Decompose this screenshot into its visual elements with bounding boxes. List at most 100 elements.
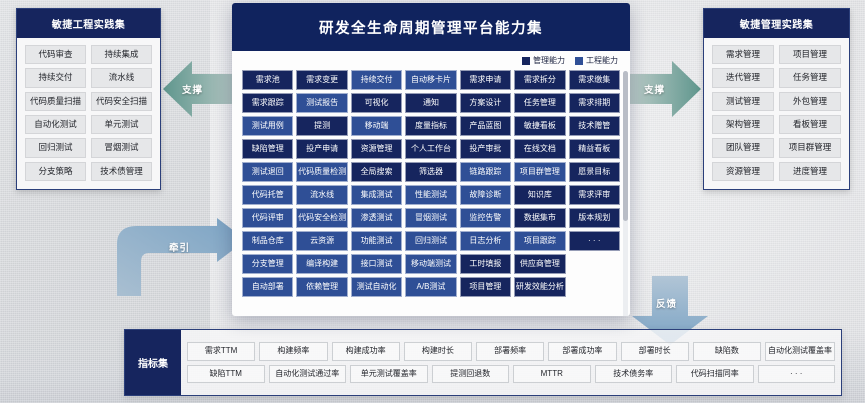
capability-cell[interactable]: 云资源 <box>296 231 348 251</box>
practice-item[interactable]: 架构管理 <box>712 115 774 135</box>
capability-cell[interactable]: 提测 <box>296 116 348 136</box>
capability-cell[interactable]: 需求拆分 <box>514 70 566 90</box>
capability-cell[interactable]: 依赖管理 <box>296 277 348 297</box>
grid-scrollbar-thumb[interactable] <box>623 71 628 221</box>
capability-cell[interactable]: 数据集市 <box>514 208 566 228</box>
practice-item[interactable]: 冒烟测试 <box>91 138 152 158</box>
metric-chip[interactable]: 需求TTM <box>187 341 256 361</box>
practice-item[interactable]: 看板管理 <box>779 115 841 135</box>
practice-item[interactable]: 任务管理 <box>779 68 841 88</box>
capability-cell[interactable]: · · · <box>568 231 620 251</box>
metric-chip[interactable]: 缺陷数 <box>692 341 761 361</box>
capability-cell[interactable]: 需求跟踪 <box>242 93 294 113</box>
capability-cell[interactable]: 愿景目标 <box>568 162 620 182</box>
capability-cell[interactable]: 需求池 <box>242 70 294 90</box>
metric-chip[interactable]: 自动化测试通过率 <box>268 364 346 384</box>
practice-item[interactable]: 测试管理 <box>712 91 774 112</box>
capability-cell[interactable]: 测试用例 <box>242 116 294 136</box>
metric-chip[interactable]: 部署成功率 <box>548 341 617 361</box>
practice-item[interactable]: 需求管理 <box>712 45 774 65</box>
capability-cell[interactable]: 功能测试 <box>350 231 403 251</box>
capability-cell[interactable]: 项目管理 <box>459 277 512 297</box>
metric-chip[interactable]: 构建频率 <box>259 341 328 361</box>
practice-item[interactable]: 项目群管理 <box>779 138 841 158</box>
capability-cell[interactable]: 制品仓库 <box>242 231 294 251</box>
metric-chip[interactable]: 构建时长 <box>403 341 472 361</box>
capability-cell[interactable]: 日志分析 <box>459 231 512 251</box>
practice-item[interactable]: 单元测试 <box>91 115 152 135</box>
capability-cell[interactable]: 代码托管 <box>242 185 294 205</box>
capability-cell[interactable]: 缺陷管理 <box>242 139 294 159</box>
capability-cell[interactable]: 监控告警 <box>459 208 512 228</box>
capability-cell[interactable]: 持续交付 <box>350 70 403 90</box>
capability-cell[interactable]: 性能测试 <box>405 185 457 205</box>
capability-cell[interactable]: 需求缴集 <box>568 70 620 90</box>
capability-cell[interactable]: 供应商管理 <box>514 254 566 274</box>
capability-cell[interactable]: 资源管理 <box>350 139 403 159</box>
capability-cell[interactable]: 分支管理 <box>242 254 294 274</box>
metric-chip[interactable]: MTTR <box>513 364 591 384</box>
capability-cell[interactable]: 需求评审 <box>568 185 620 205</box>
capability-cell[interactable]: 精益看板 <box>568 139 620 159</box>
metric-chip[interactable]: 提测回退数 <box>431 364 509 384</box>
capability-cell[interactable]: 需求申请 <box>459 70 512 90</box>
capability-cell[interactable]: 版本规划 <box>568 208 620 228</box>
practice-item[interactable]: 持续集成 <box>91 45 152 65</box>
capability-cell[interactable]: 接口测试 <box>350 254 403 274</box>
metric-chip[interactable]: 代码扫描同率 <box>676 364 754 384</box>
capability-cell[interactable]: 移动端测试 <box>405 254 457 274</box>
metric-chip[interactable]: 自动化测试覆盖率 <box>765 341 835 361</box>
capability-cell[interactable]: 测试退回 <box>242 162 294 182</box>
capability-cell[interactable]: 度量指标 <box>405 116 457 136</box>
capability-cell[interactable]: 冒烟测试 <box>405 208 457 228</box>
capability-cell[interactable]: 投产审批 <box>459 139 512 159</box>
capability-cell[interactable]: 流水线 <box>296 185 348 205</box>
capability-cell[interactable]: 产品蓝图 <box>459 116 512 136</box>
capability-cell[interactable]: 方案设计 <box>459 93 512 113</box>
capability-cell[interactable]: 个人工作台 <box>405 139 457 159</box>
practice-item[interactable]: 分支策略 <box>25 161 86 182</box>
capability-cell[interactable]: 移动端 <box>350 116 403 136</box>
metric-chip[interactable]: 单元测试覆盖率 <box>350 364 428 384</box>
agile-engineering-practices-panel[interactable]: 敏捷工程实践集 代码审查 持续集成 持续交付 流水线 代码质量扫描 代码安全扫描 自动化测试… <box>16 8 161 191</box>
capability-cell[interactable]: 回归测试 <box>405 231 457 251</box>
capability-cell[interactable]: 项目群管理 <box>514 162 566 182</box>
practice-item[interactable]: 项目管理 <box>779 45 841 65</box>
capability-cell[interactable]: 需求变更 <box>296 70 348 90</box>
capability-cell[interactable]: 代码质量检测 <box>296 162 348 182</box>
capability-cell[interactable]: 代码评审 <box>242 208 294 228</box>
capability-cell[interactable]: 可视化 <box>350 93 403 113</box>
metric-chip[interactable]: 部署时长 <box>620 341 689 361</box>
capability-cell[interactable]: 任务管理 <box>514 93 566 113</box>
capability-cell[interactable]: 知识库 <box>514 185 566 205</box>
capability-cell[interactable]: 全局搜索 <box>350 162 403 182</box>
metric-chip[interactable]: 缺陷TTM <box>187 364 265 384</box>
capability-cell[interactable]: 项目跟踪 <box>514 231 566 251</box>
capability-cell[interactable]: 工时填报 <box>459 254 512 274</box>
capability-cell[interactable]: 故障诊断 <box>459 185 512 205</box>
practice-item[interactable]: 代码审查 <box>25 45 86 65</box>
capability-cell[interactable]: 自动移卡片 <box>405 70 457 90</box>
agile-management-practices-panel[interactable]: 敏捷管理实践集 需求管理 项目管理 迭代管理 任务管理 测试管理 外包管理 架构管理 看板管理… <box>703 8 850 191</box>
capability-cell[interactable]: 编译构建 <box>296 254 348 274</box>
practice-item[interactable]: 流水线 <box>91 68 152 88</box>
capability-cell[interactable]: 测试自动化 <box>350 277 403 297</box>
capability-cell[interactable]: 通知 <box>405 93 457 113</box>
capability-cell[interactable]: 代码安全检测 <box>296 208 348 228</box>
metric-chip[interactable]: 技术债务率 <box>594 364 672 384</box>
capability-cell[interactable]: 渗透测试 <box>350 208 403 228</box>
capability-cell[interactable]: 敏捷看板 <box>514 116 566 136</box>
capability-cell[interactable]: 筛选器 <box>405 162 457 182</box>
practice-item[interactable]: 团队管理 <box>712 138 774 158</box>
capability-cell[interactable]: 在线文档 <box>514 139 566 159</box>
practice-item[interactable]: 持续交付 <box>25 68 86 88</box>
capability-cell[interactable]: 测试报告 <box>296 93 348 113</box>
practice-item[interactable]: 进度管理 <box>779 161 841 182</box>
capability-cell[interactable]: 需求排期 <box>568 93 620 113</box>
metric-chip[interactable]: 部署频率 <box>476 341 545 361</box>
capability-cell[interactable]: A/B测试 <box>405 277 457 297</box>
metric-chip[interactable]: · · · <box>757 364 835 384</box>
metric-chip[interactable]: 构建成功率 <box>331 341 400 361</box>
capability-cell[interactable]: 自动部署 <box>242 277 294 297</box>
capability-cell[interactable]: 技术赠管 <box>568 116 620 136</box>
